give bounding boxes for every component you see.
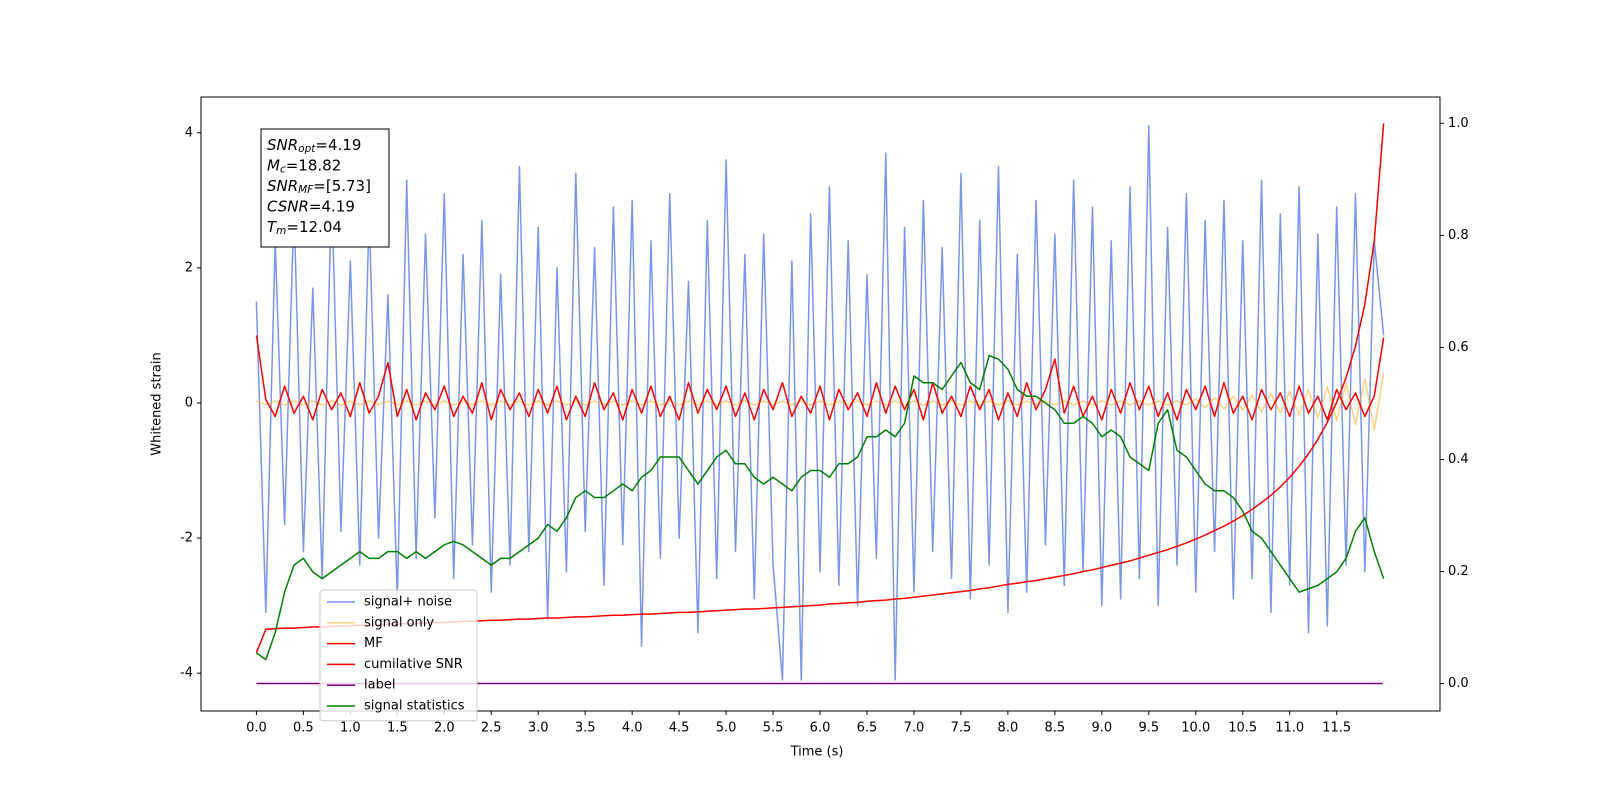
x-tick-label: 5.0 <box>716 721 737 736</box>
annotation: SNRMF=[5.73] <box>267 177 371 197</box>
annotation-base: T <box>267 218 278 236</box>
y2-tick-label: 0.0 <box>1448 676 1469 691</box>
x-tick-label: 0.5 <box>293 721 314 736</box>
x-tick-label: 9.5 <box>1138 721 1159 736</box>
y2-tick-label: 0.6 <box>1448 340 1469 355</box>
x-tick-label: 4.0 <box>622 721 643 736</box>
annotation-base: CSNR <box>267 197 309 215</box>
x-tick-label: 11.0 <box>1275 721 1304 736</box>
annotation-base: M <box>267 156 280 174</box>
legend-box <box>319 589 478 722</box>
annotation: Tm=12.04 <box>267 218 342 238</box>
x-tick-label: 2.0 <box>434 721 455 736</box>
annotation-box <box>260 128 390 248</box>
series-line <box>255 335 1385 421</box>
legend-label: signal+ noise <box>364 595 452 610</box>
y-tick-label: -2 <box>180 531 193 546</box>
x-tick-label: 3.5 <box>575 721 596 736</box>
y-tick-label: -4 <box>180 666 193 681</box>
annotation-sub: opt <box>298 143 316 155</box>
x-tick-label: 8.0 <box>998 721 1019 736</box>
y2-tick-label: 0.8 <box>1448 228 1469 243</box>
x-tick-label: 11.5 <box>1322 721 1351 736</box>
annotation: Mc=18.82 <box>267 156 341 176</box>
y-tick-label: 4 <box>185 125 193 140</box>
annotation: CSNR=4.19 <box>267 197 355 215</box>
legend-label: signal only <box>364 615 434 630</box>
series-line <box>255 354 1385 661</box>
series-line <box>255 125 1385 681</box>
annotation-sub: m <box>276 225 286 237</box>
x-tick-label: 2.5 <box>481 721 502 736</box>
x-tick-label: 6.5 <box>857 721 878 736</box>
x-axis-label: Time (s) <box>790 745 844 760</box>
x-tick-label: 10.0 <box>1181 721 1210 736</box>
annotation-text: =12.04 <box>286 218 342 236</box>
series-line <box>256 372 1385 431</box>
legend-label: cumilative SNR <box>364 657 463 672</box>
x-tick-label: 7.0 <box>904 721 925 736</box>
y2-tick-label: 1.0 <box>1448 116 1469 131</box>
annotation-text: =4.19 <box>315 136 361 154</box>
legend-label: MF <box>364 636 383 651</box>
annotation-sub: c <box>280 164 286 176</box>
y-tick-label: 2 <box>185 260 193 275</box>
annotation: SNRopt=4.19 <box>267 136 361 156</box>
x-tick-label: 1.0 <box>340 721 361 736</box>
x-tick-label: 10.5 <box>1228 721 1257 736</box>
y2-tick-label: 0.4 <box>1448 452 1469 467</box>
y-tick-label: 0 <box>185 395 193 410</box>
x-tick-label: 5.5 <box>763 721 784 736</box>
annotation-sub: MF <box>298 184 314 196</box>
x-tick-label: 4.5 <box>669 721 690 736</box>
y-axis-label: Whitened strain <box>150 352 165 455</box>
y2-tick-label: 0.2 <box>1448 564 1469 579</box>
annotation-base: SNR <box>267 177 298 195</box>
x-tick-label: 9.0 <box>1091 721 1112 736</box>
annotation-text: =18.82 <box>286 156 342 174</box>
annotation-base: SNR <box>267 136 298 154</box>
x-tick-label: 3.0 <box>528 721 549 736</box>
legend-label: signal statistics <box>364 699 465 714</box>
x-tick-label: 6.0 <box>810 721 831 736</box>
x-tick-label: 8.5 <box>1045 721 1066 736</box>
annotation-text: =4.19 <box>309 197 355 215</box>
x-tick-label: 1.5 <box>387 721 408 736</box>
x-tick-label: 7.5 <box>951 721 972 736</box>
annotation-text: =[5.73] <box>313 177 371 195</box>
x-tick-label: 0.0 <box>246 721 267 736</box>
legend-label: label <box>364 678 395 693</box>
